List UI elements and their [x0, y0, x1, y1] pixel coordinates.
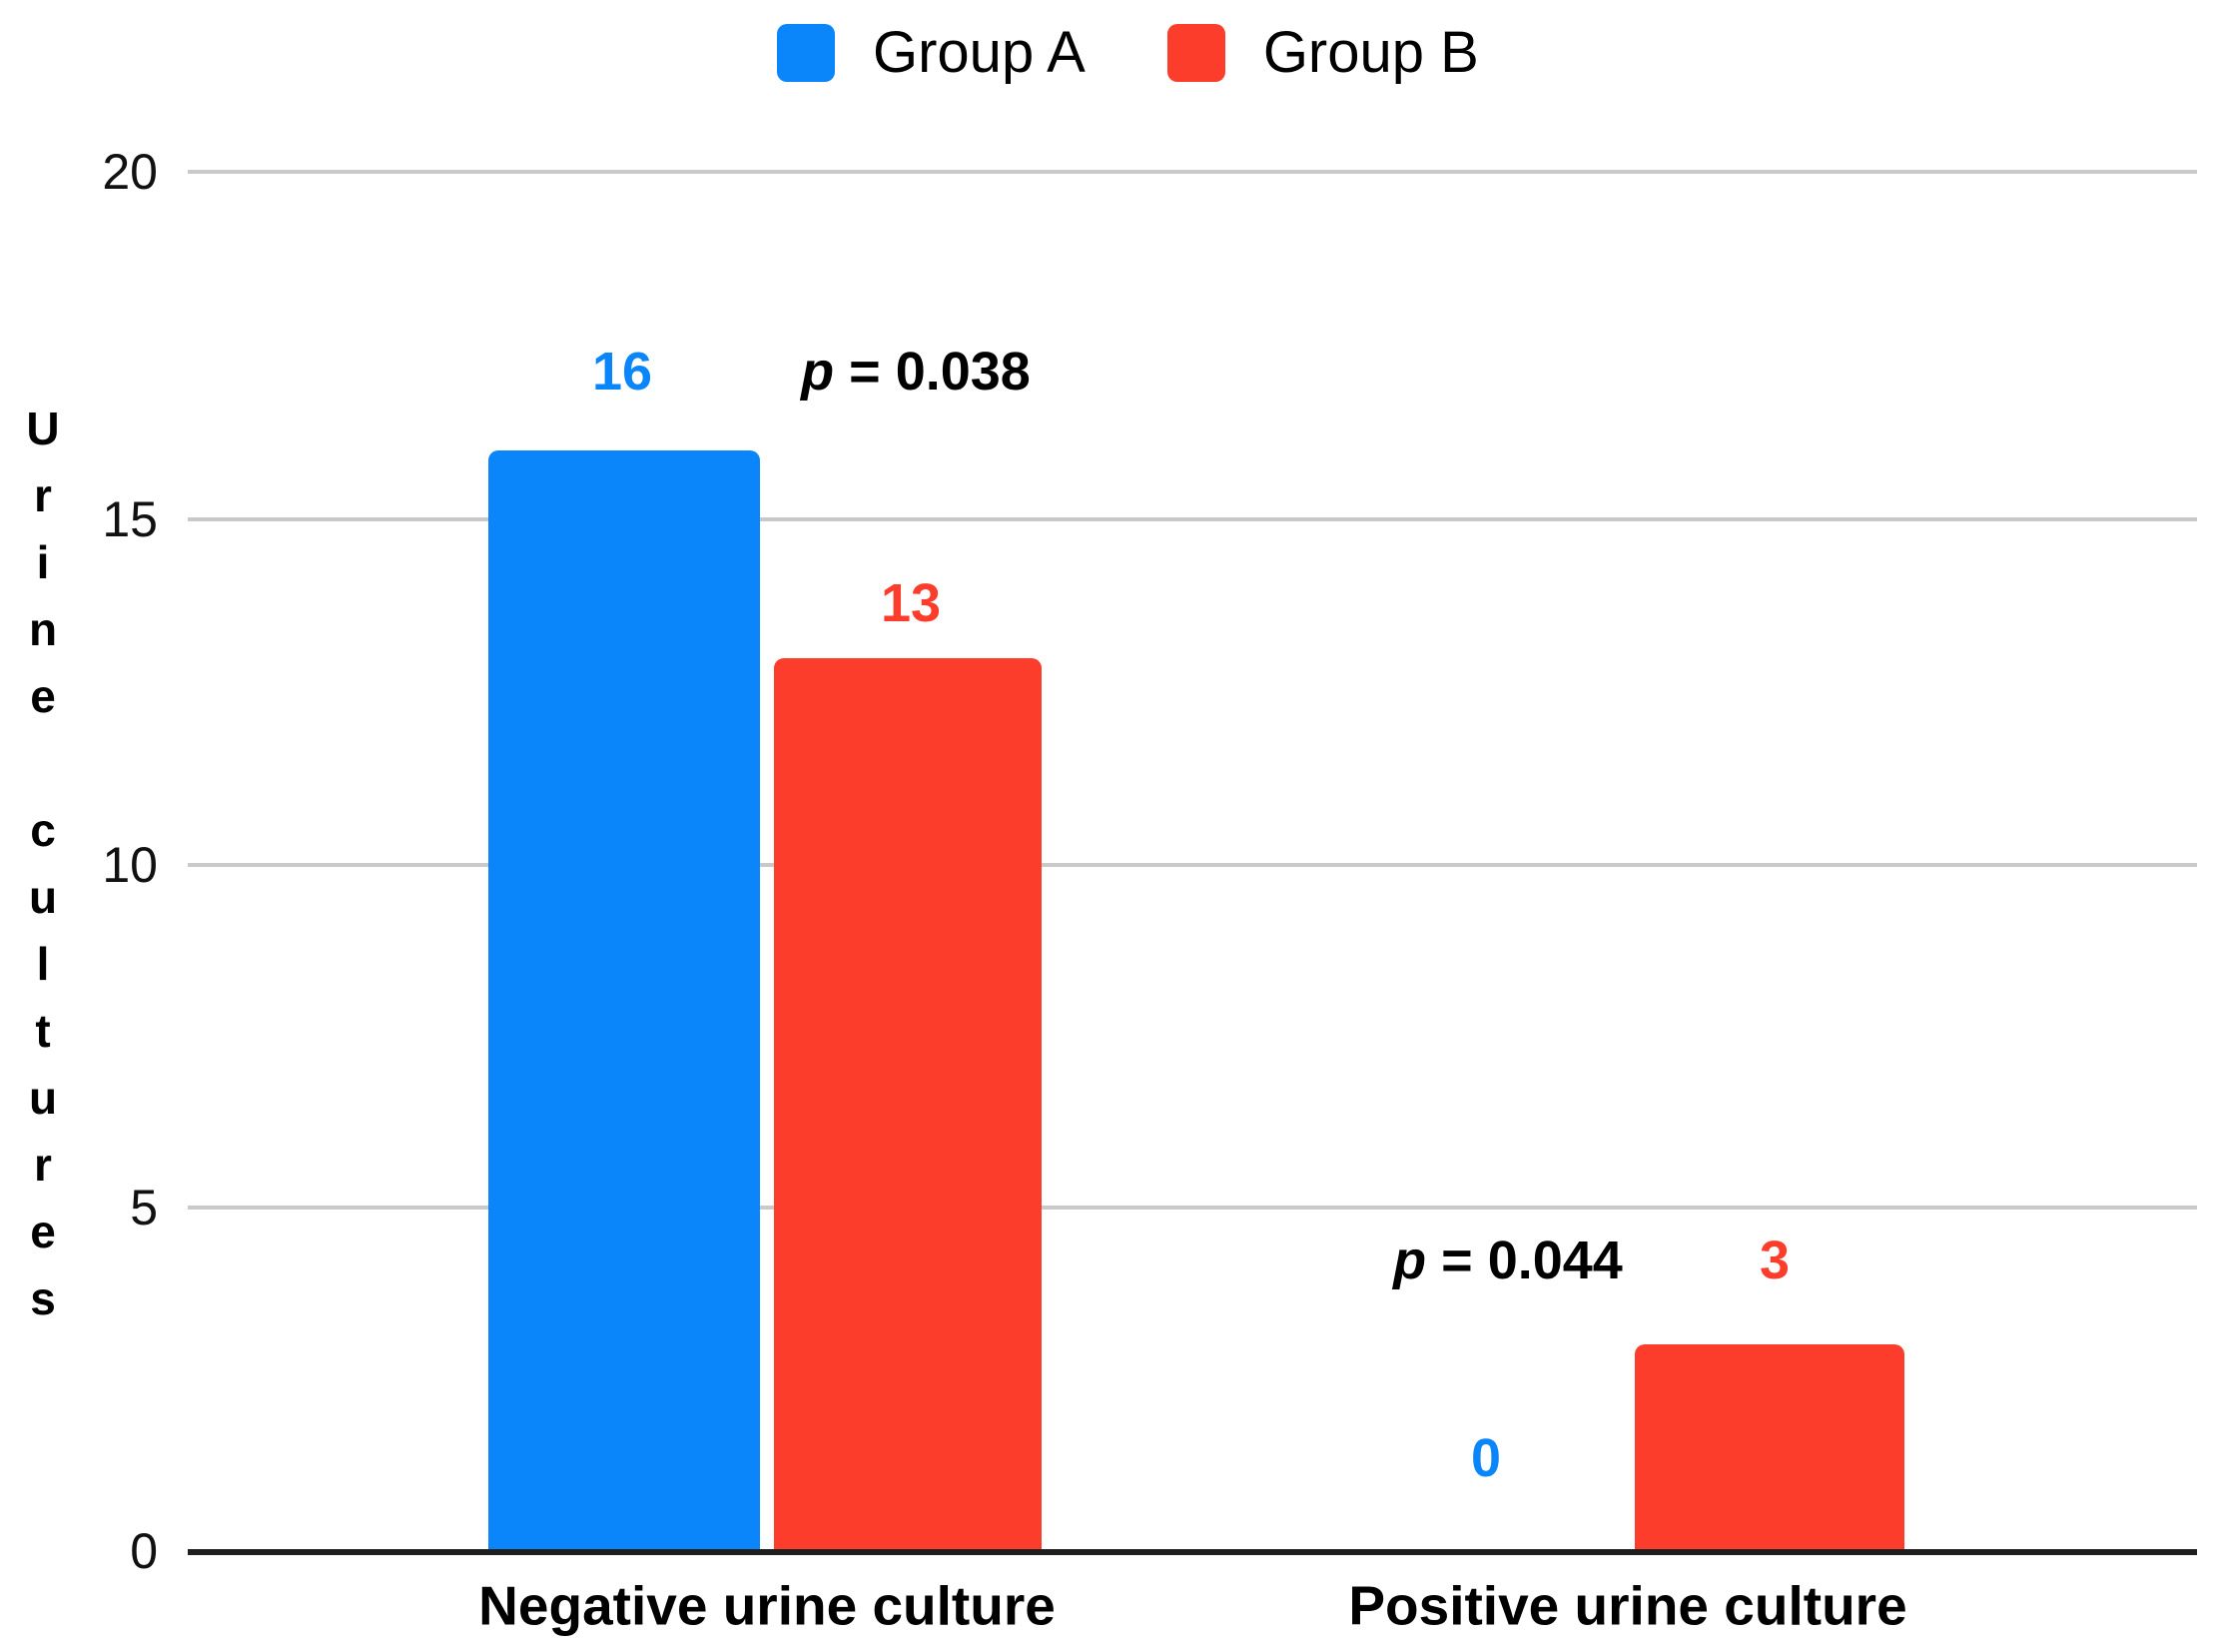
value-label-group-b-positive: 3: [1759, 1231, 1791, 1290]
p-value-negative: p = 0.038: [801, 342, 1031, 402]
gridline-20: [188, 170, 2197, 174]
legend: Group A Group B: [777, 24, 1479, 82]
value-label-group-b-negative: 13: [880, 573, 942, 633]
legend-swatch-group-a: [777, 24, 835, 82]
gridline-10: [188, 863, 2197, 867]
bar-group-b-negative: [774, 658, 1042, 1549]
y-tick-5: 5: [130, 1180, 158, 1236]
legend-label-group-b: Group B: [1262, 20, 1479, 85]
category-label-negative: Negative urine culture: [478, 1574, 1056, 1637]
x-axis-line: [188, 1549, 2197, 1555]
y-tick-10: 10: [102, 837, 158, 893]
y-axis-title: Urine cultures: [17, 403, 69, 1339]
legend-item-group-a: Group A: [777, 24, 1086, 82]
legend-label-group-a: Group A: [873, 20, 1086, 85]
value-label-group-a-negative: 16: [591, 342, 653, 402]
y-tick-0: 0: [130, 1523, 158, 1579]
legend-item-group-b: Group B: [1166, 20, 1479, 85]
bar-group-a-negative: [488, 450, 760, 1549]
p-value-positive: p = 0.044: [1393, 1231, 1623, 1290]
bar-group-b-positive: [1635, 1344, 1904, 1549]
value-label-group-a-positive: 0: [1470, 1428, 1502, 1488]
legend-swatch-group-b: [1166, 24, 1225, 82]
gridline-15: [188, 517, 2197, 521]
gridline-5: [188, 1206, 2197, 1210]
y-tick-15: 15: [102, 491, 158, 547]
y-tick-20: 20: [102, 144, 158, 200]
category-label-positive: Positive urine culture: [1348, 1574, 1907, 1637]
